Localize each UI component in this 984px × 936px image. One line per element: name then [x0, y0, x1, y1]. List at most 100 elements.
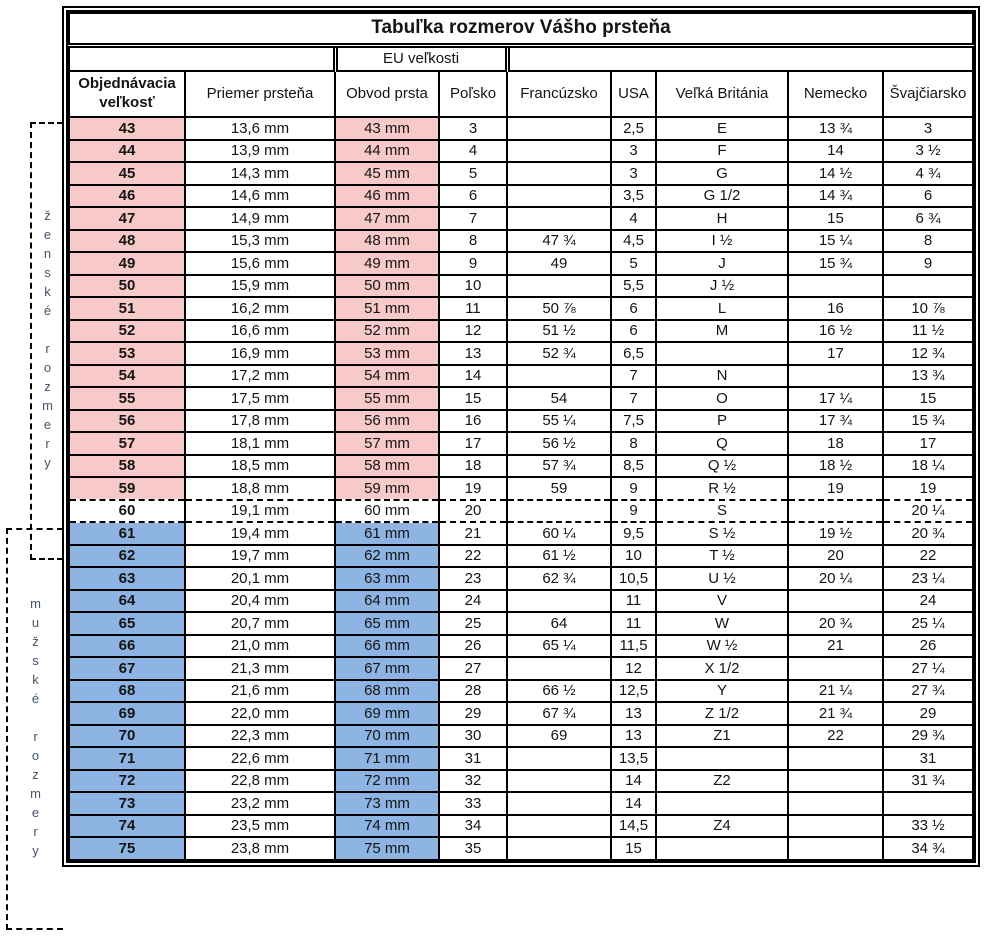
cell-germany: 22: [787, 723, 884, 748]
cell-france: 64: [506, 611, 612, 636]
cell-france: 49: [506, 251, 612, 276]
cell-poland: 24: [438, 588, 508, 613]
cell-usa: 14: [610, 768, 657, 793]
table-row: 75 23,8 mm 75 mm 35 15 34 ¾: [68, 836, 975, 861]
cell-uk: [655, 836, 789, 861]
cell-switzerland: 20 ¼: [881, 498, 975, 523]
cell-usa: 4: [610, 206, 657, 231]
cell-usa: 10,5: [610, 566, 657, 591]
cell-france: 47 ¾: [506, 228, 612, 253]
cell-diameter: 14,6 mm: [184, 183, 336, 208]
cell-poland: 32: [438, 768, 508, 793]
cell-poland: 13: [438, 341, 508, 366]
cell-switzerland: [881, 273, 975, 298]
column-header-row: Objednávacia veľkosť Priemer prsteňa Obv…: [68, 70, 975, 118]
column-header-diameter: Priemer prsteňa: [184, 70, 336, 118]
cell-uk: M: [655, 318, 789, 343]
table-row: 71 22,6 mm 71 mm 31 13,5 31: [68, 746, 975, 771]
cell-size: 68: [68, 678, 186, 703]
cell-diameter: 22,3 mm: [184, 723, 336, 748]
cell-switzerland: 10 ⅞: [881, 296, 975, 321]
cell-diameter: 13,6 mm: [184, 116, 336, 141]
cell-circumference: 71 mm: [334, 746, 440, 771]
cell-germany: 19: [787, 476, 884, 501]
cell-diameter: 13,9 mm: [184, 138, 336, 163]
cell-uk: L: [655, 296, 789, 321]
cell-circumference: 50 mm: [334, 273, 440, 298]
eu-row-right-spacer: [505, 44, 975, 72]
cell-usa: 13,5: [610, 746, 657, 771]
table-row: 54 17,2 mm 54 mm 14 7 N 13 ¾: [68, 363, 975, 388]
cell-germany: 17 ¾: [787, 408, 884, 433]
cell-diameter: 16,9 mm: [184, 341, 336, 366]
cell-diameter: 21,3 mm: [184, 656, 336, 681]
cell-size: 73: [68, 791, 186, 816]
cell-usa: 7: [610, 386, 657, 411]
female-sizes-label: ženské rozmery: [40, 208, 55, 474]
cell-size: 64: [68, 588, 186, 613]
cell-switzerland: 34 ¾: [881, 836, 975, 861]
cell-germany: 14 ½: [787, 161, 884, 186]
cell-germany: 20 ¾: [787, 611, 884, 636]
cell-france: 59: [506, 476, 612, 501]
cell-usa: 11,5: [610, 633, 657, 658]
table-row: 64 20,4 mm 64 mm 24 11 V 24: [68, 588, 975, 613]
cell-usa: 9,5: [610, 521, 657, 546]
cell-germany: [787, 656, 884, 681]
cell-diameter: 23,2 mm: [184, 791, 336, 816]
cell-usa: 11: [610, 611, 657, 636]
cell-germany: 17 ¼: [787, 386, 884, 411]
cell-uk: R ½: [655, 476, 789, 501]
cell-diameter: 23,8 mm: [184, 836, 336, 861]
cell-circumference: 48 mm: [334, 228, 440, 253]
cell-size: 69: [68, 701, 186, 726]
cell-switzerland: 31 ¾: [881, 768, 975, 793]
cell-switzerland: 24: [881, 588, 975, 613]
male-sizes-label: mužské rozmery: [28, 596, 43, 862]
cell-usa: 4,5: [610, 228, 657, 253]
cell-usa: 15: [610, 836, 657, 861]
cell-size: 56: [68, 408, 186, 433]
table-row: 66 21,0 mm 66 mm 26 65 ¼ 11,5 W ½ 21 26: [68, 633, 975, 658]
cell-diameter: 22,6 mm: [184, 746, 336, 771]
cell-poland: 33: [438, 791, 508, 816]
size-table-body: 43 13,6 mm 43 mm 3 2,5 E 13 ¾ 3 44 13,9 mm 44 mm 4 3…: [68, 116, 975, 861]
cell-switzerland: 9: [881, 251, 975, 276]
cell-switzerland: 11 ½: [881, 318, 975, 343]
table-row: 51 16,2 mm 51 mm 11 50 ⅞ 6 L 16 10 ⅞: [68, 296, 975, 321]
cell-circumference: 57 mm: [334, 431, 440, 456]
title-row: Tabuľka rozmerov Vášho prsteňa: [67, 12, 975, 48]
cell-usa: 5: [610, 251, 657, 276]
cell-circumference: 66 mm: [334, 633, 440, 658]
cell-usa: 6,5: [610, 341, 657, 366]
cell-uk: N: [655, 363, 789, 388]
table-row: 57 18,1 mm 57 mm 17 56 ½ 8 Q 18 17: [68, 431, 975, 456]
cell-size: 67: [68, 656, 186, 681]
cell-france: [506, 836, 612, 861]
cell-germany: 20: [787, 543, 884, 568]
cell-france: 66 ½: [506, 678, 612, 703]
cell-usa: 14,5: [610, 813, 657, 838]
table-row: 61 19,4 mm 61 mm 21 60 ¼ 9,5 S ½ 19 ½ 20 ¾: [68, 521, 975, 546]
cell-germany: 16 ½: [787, 318, 884, 343]
cell-diameter: 19,1 mm: [184, 498, 336, 523]
cell-usa: 3: [610, 138, 657, 163]
cell-france: [506, 206, 612, 231]
cell-uk: Q: [655, 431, 789, 456]
table-row: 65 20,7 mm 65 mm 25 64 11 W 20 ¾ 25 ¼: [68, 611, 975, 636]
cell-switzerland: 26: [881, 633, 975, 658]
cell-diameter: 16,2 mm: [184, 296, 336, 321]
cell-usa: 8,5: [610, 453, 657, 478]
cell-size: 49: [68, 251, 186, 276]
table-row: 74 23,5 mm 74 mm 34 14,5 Z4 33 ½: [68, 813, 975, 838]
cell-diameter: 15,3 mm: [184, 228, 336, 253]
cell-france: [506, 116, 612, 141]
cell-size: 70: [68, 723, 186, 748]
cell-switzerland: 19: [881, 476, 975, 501]
cell-size: 75: [68, 836, 186, 861]
cell-circumference: 46 mm: [334, 183, 440, 208]
cell-size: 62: [68, 543, 186, 568]
